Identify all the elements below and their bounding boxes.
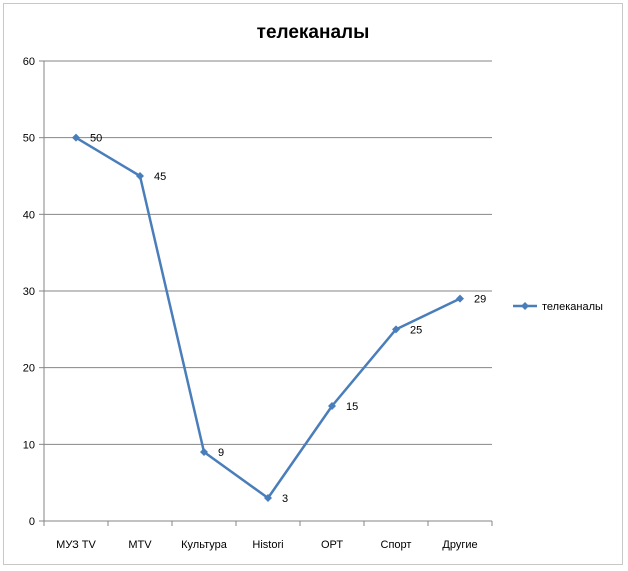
x-tick-label: Histori xyxy=(252,539,283,551)
x-tick-label: Культура xyxy=(181,539,228,551)
data-point-marker xyxy=(328,402,336,410)
data-label: 9 xyxy=(218,447,224,459)
data-label: 29 xyxy=(474,294,486,306)
data-point-marker xyxy=(200,448,208,456)
data-label: 15 xyxy=(346,401,358,413)
data-label: 25 xyxy=(410,324,422,336)
data-point-marker xyxy=(392,325,400,334)
axes: 0 10 20 30 40 50 60 МУЗ TV MTV Культура Histori ОРТ… xyxy=(23,56,493,551)
data-label: 45 xyxy=(154,171,166,183)
y-tick-label: 40 xyxy=(23,209,35,221)
x-tick-label: ОРТ xyxy=(321,539,343,551)
data-label: 50 xyxy=(90,133,102,145)
data-point-marker xyxy=(456,294,464,303)
y-tick-label: 50 xyxy=(23,133,35,145)
x-tick-label: Спорт xyxy=(381,539,412,551)
data-labels: 50 45 9 3 15 25 29 xyxy=(90,133,486,505)
data-point-marker xyxy=(136,172,144,180)
x-tick-label: МУЗ TV xyxy=(56,539,96,551)
data-label: 3 xyxy=(282,493,288,505)
chart-title: телеканалы xyxy=(257,22,370,43)
y-tick-label: 20 xyxy=(23,363,35,375)
x-tick-label: Другие xyxy=(442,539,477,551)
y-tick-label: 10 xyxy=(23,439,35,451)
gridlines xyxy=(44,60,492,445)
data-point-marker xyxy=(264,494,272,502)
legend: телеканалы xyxy=(513,301,603,313)
y-tick-label: 60 xyxy=(23,56,35,68)
series-layer xyxy=(72,133,464,502)
chart-frame xyxy=(3,3,623,565)
data-point-marker xyxy=(72,133,80,142)
y-tick-label: 30 xyxy=(23,286,35,298)
legend-diamond-marker xyxy=(521,302,529,310)
y-tick-label: 0 xyxy=(29,516,35,528)
legend-label: телеканалы xyxy=(542,301,603,313)
x-tick-label: MTV xyxy=(128,539,152,551)
